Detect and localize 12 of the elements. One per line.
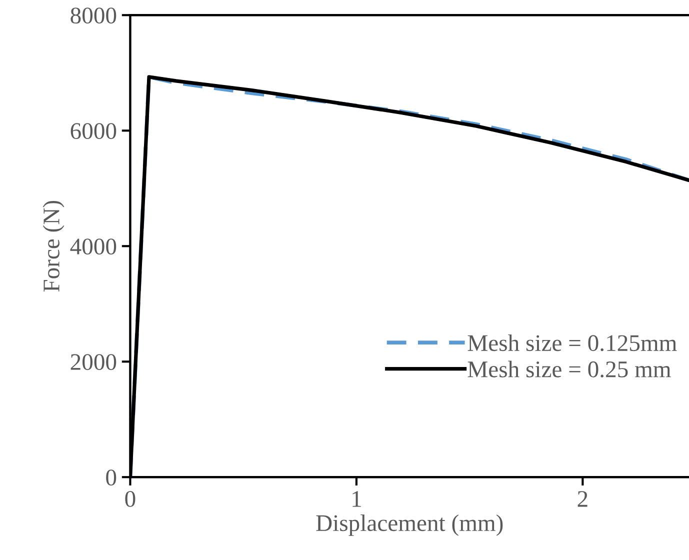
y-tick-label: 6000 (70, 123, 116, 140)
y-tick-label: 2000 (70, 354, 116, 370)
x-axis-title: Displacement (mm) (316, 514, 503, 536)
x-tick-label: 0 (125, 490, 136, 507)
y-axis-title: Force (N) (42, 200, 64, 292)
legend-label: Mesh size = 0.25 mm (468, 360, 671, 378)
legend-label: Mesh size = 0.125mm (468, 334, 677, 352)
x-tick-label: 2 (578, 491, 588, 507)
x-tick-label: 1 (352, 491, 361, 507)
y-tick-label: 8000 (70, 8, 116, 24)
y-tick-label: 0 (106, 470, 116, 486)
y-tick-label: 4000 (70, 238, 116, 255)
